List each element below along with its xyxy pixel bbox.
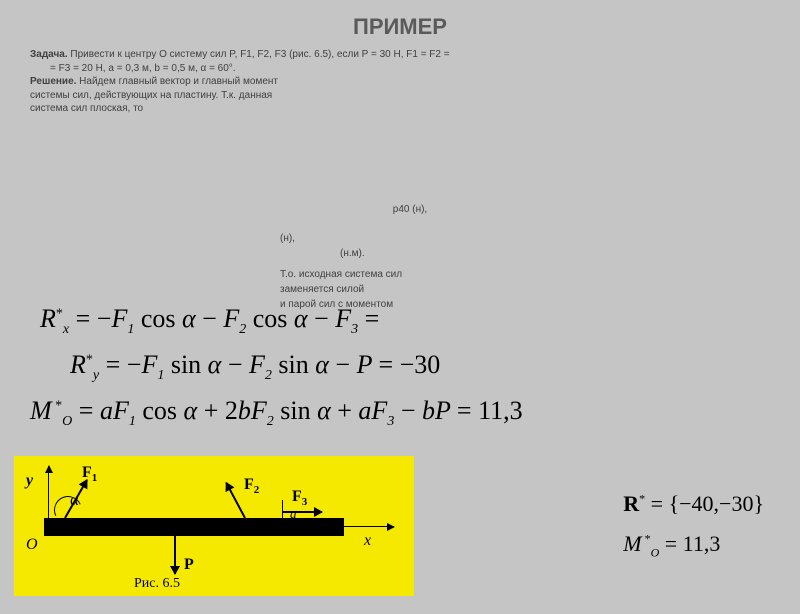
mid-results: р40 (н), (н), (н.м). Т.о. исходная систе… [280,204,540,314]
p-label: P [184,556,194,574]
figure-diagram: y O F1 α P F2 a F3 x Рис. 6.5 [14,456,414,596]
f1-label: F1 [82,464,97,484]
x-label: x [364,532,371,550]
equation-mo: M *O = aF1 cos α + 2bF2 sin α + aF3 − bP… [30,396,680,430]
sol-line1: Найдем главный вектор и главный момент [76,76,278,87]
task-label: Задача. [30,49,68,60]
dim-a-line [282,500,284,534]
solution-label: Решение. [30,76,76,87]
sol-line2: системы сил, действующих на пластину. Т.… [30,90,272,101]
mid-r3: (н.м). [340,248,540,259]
p-arrow [174,536,176,574]
mid-t1: Т.о. исходная система сил [280,269,540,280]
task-line1: Привести к центру O систему сил P, F1, F… [68,49,450,60]
task-line2: = F3 = 20 Н, a = 0,3 м, b = 0,5 м, α = 6… [30,63,236,74]
page-title: ПРИМЕР [0,14,800,40]
x-axis [344,526,394,527]
mid-r1: 40 (н), [398,204,427,215]
alpha-label: α [70,492,78,510]
sol-line3: система сил плоская, то [30,103,143,114]
y-axis [48,466,49,524]
origin-label: O [26,536,38,554]
result-r: R* = {−40,−30} [623,491,764,517]
f3-arrow [282,511,322,513]
y-label: y [26,472,33,490]
results-block: R* = {−40,−30} M *O = 11,3 [623,491,764,574]
f2-label: F2 [244,476,259,496]
mid-r2: (н), [280,233,540,244]
result-m: M *O = 11,3 [623,531,764,560]
equation-ry: R*y = −F1 sin α − F2 sin α − P = −30 [70,350,680,384]
f2-arrow [225,482,246,518]
equations-block: R*x = −F1 cos α − F2 cos α − F3 = R*y = … [40,304,680,443]
f3-label: F3 [292,488,307,508]
equation-rx: R*x = −F1 cos α − F2 cos α − F3 = [40,304,680,338]
mid-t2: заменяется силой [280,284,540,295]
figure-caption: Рис. 6.5 [134,576,180,592]
plate-bar [44,518,344,536]
dim-a-label: a [290,506,297,522]
problem-text: Задача. Привести к центру O систему сил … [0,48,800,116]
